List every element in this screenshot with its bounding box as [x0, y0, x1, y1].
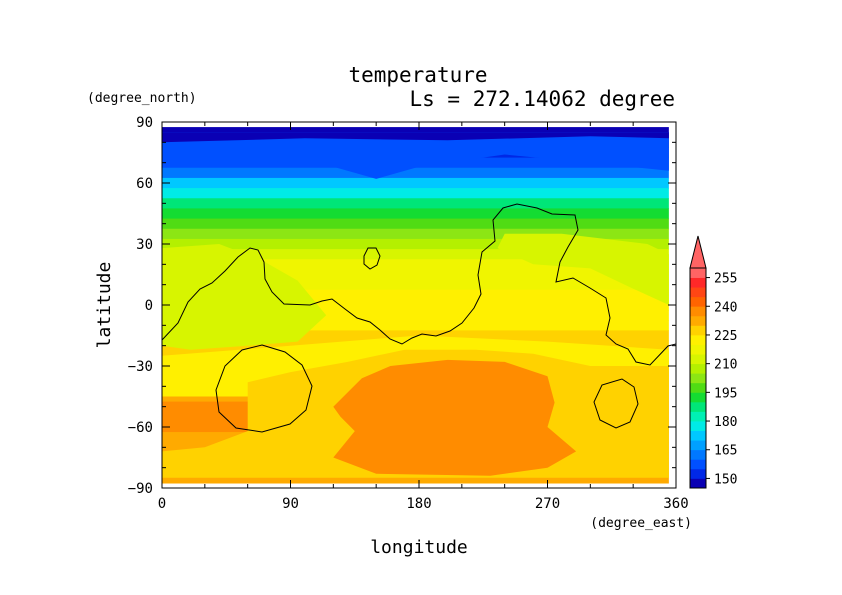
contour-line-south-east [593, 378, 639, 429]
field-band [162, 167, 669, 179]
colorbar: 150 165 180 195 210 225 240 255 [689, 235, 737, 489]
colorbar-tick-label: 150 [714, 472, 737, 487]
x-tick-label: 270 [535, 496, 560, 512]
y-tick-label: −90 [128, 481, 153, 497]
y-axis-tick-labels: 90 60 30 0 −30 −60 −90 [128, 115, 153, 497]
colorbar-swatch [690, 478, 706, 489]
colorbar-swatch [690, 315, 706, 326]
field-band [162, 177, 669, 189]
colorbar-tick-label: 165 [714, 444, 737, 459]
field-band [162, 218, 669, 230]
field-band [162, 299, 669, 311]
x-axis-ticks [161, 122, 677, 488]
field-band [162, 320, 669, 332]
field-band [162, 472, 669, 484]
field-patch-green-west [162, 244, 327, 350]
colorbar-swatch [690, 430, 706, 441]
colorbar-tick-label: 180 [714, 415, 737, 430]
colorbar-swatch [690, 363, 706, 374]
x-tick-label: 360 [663, 496, 688, 512]
field-band [162, 188, 669, 199]
field-band [162, 279, 669, 291]
y-axis-unit: (degree_north) [87, 91, 197, 106]
colorbar-tick-label: 240 [714, 300, 737, 315]
colorbar-tick-label: 255 [714, 272, 737, 287]
colorbar-swatch [690, 268, 706, 278]
y-tick-label: 30 [136, 237, 153, 253]
x-axis-unit: (degree_east) [590, 516, 692, 531]
colorbar-swatch [690, 373, 706, 384]
x-axis-label: longitude [370, 537, 468, 558]
colorbar-swatch [690, 334, 706, 345]
y-tick-label: −30 [128, 359, 153, 375]
field-band [162, 238, 669, 250]
x-tick-label: 0 [158, 496, 166, 512]
field-band [162, 198, 669, 210]
y-tick-label: 60 [136, 176, 153, 192]
field-patch-polar-blue [162, 132, 669, 179]
field-band [162, 310, 669, 321]
x-axis-tick-labels: 0 90 180 270 360 [158, 496, 689, 512]
colorbar-swatch [690, 449, 706, 460]
colorbar-tick-label: 225 [714, 329, 737, 344]
colorbar-swatch [690, 401, 706, 412]
colorbar-swatch [690, 392, 706, 403]
colorbar-swatch [690, 354, 706, 365]
y-axis-label: latitude [94, 262, 115, 349]
field-patch-polar-dark [162, 132, 669, 143]
field-band [162, 269, 669, 281]
field-band [162, 249, 669, 260]
colorbar-swatch [690, 468, 706, 479]
contour-line-main [162, 203, 676, 366]
field-band [162, 259, 669, 271]
y-tick-label: 90 [136, 115, 153, 131]
colorbar-swatch [690, 325, 706, 336]
colorbar-swatch [690, 287, 706, 298]
contour-lines [162, 203, 676, 433]
colorbar-swatch [690, 411, 706, 422]
field-band [162, 228, 669, 240]
colorbar-swatch [690, 296, 706, 307]
field-patch-orange-basin [333, 359, 577, 476]
contour-line-south-west [215, 344, 313, 433]
chart-title: temperature [348, 63, 487, 87]
temperature-field [162, 127, 669, 484]
y-tick-label: −60 [128, 420, 153, 436]
field-band [162, 208, 669, 220]
colorbar-tick-label: 195 [714, 386, 737, 401]
contour-line-island [363, 247, 381, 270]
field-band [162, 289, 669, 301]
chart-subtitle: Ls = 272.14062 degree [409, 87, 675, 111]
colorbar-extend-arrow [689, 235, 707, 269]
colorbar-swatch [690, 382, 706, 393]
colorbar-tick-label: 210 [714, 358, 737, 373]
colorbar-swatch [690, 344, 706, 355]
x-tick-label: 90 [282, 496, 299, 512]
y-axis-ticks [162, 121, 676, 489]
colorbar-frame [689, 267, 707, 489]
colorbar-swatch [690, 459, 706, 470]
field-patch-green-east [497, 233, 669, 305]
colorbar-swatch [690, 277, 706, 288]
y-tick-label: 0 [145, 298, 153, 314]
colorbar-swatch [690, 440, 706, 451]
x-tick-label: 180 [406, 496, 431, 512]
colorbar-swatch [690, 306, 706, 317]
colorbar-swatch [690, 421, 706, 432]
